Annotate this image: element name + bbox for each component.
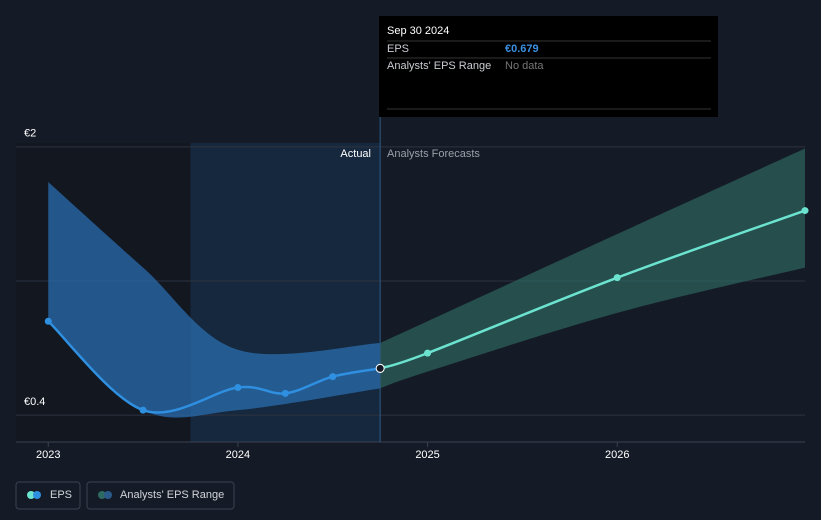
tooltip-date: Sep 30 2024 xyxy=(387,25,449,37)
point xyxy=(424,349,432,357)
point xyxy=(139,406,147,414)
x-tick-label: 2025 xyxy=(415,449,439,461)
point xyxy=(329,373,337,381)
legend-item[interactable] xyxy=(15,481,81,510)
tooltip-label: EPS xyxy=(387,43,409,55)
plot: €2 €0.4 2023 2024 2025 2026 xyxy=(16,117,809,461)
tooltip xyxy=(379,16,718,117)
tooltip-value: €0.679 xyxy=(505,43,539,55)
actual-label: Actual xyxy=(340,148,371,160)
point xyxy=(281,389,289,397)
range-band xyxy=(48,182,381,418)
point xyxy=(613,274,621,282)
legend-swatch xyxy=(98,491,106,499)
legend-item[interactable] xyxy=(86,481,235,510)
tooltip-value: No data xyxy=(505,60,544,72)
x-tick-label: 2026 xyxy=(605,449,629,461)
legend-swatch xyxy=(33,491,41,499)
x-tick-label: 2023 xyxy=(36,449,60,461)
point xyxy=(234,383,242,391)
tooltip-label: Analysts' EPS Range xyxy=(387,60,491,72)
legend-swatch xyxy=(27,491,35,499)
x-tick-label: 2024 xyxy=(226,449,250,461)
point xyxy=(801,207,809,215)
legend-label: Analysts' EPS Range xyxy=(120,489,224,501)
forecast-line xyxy=(379,209,806,370)
legend-swatch xyxy=(104,491,112,499)
y-tick-label: €2 xyxy=(24,128,36,140)
point xyxy=(44,317,52,325)
forecast-label: Analysts Forecasts xyxy=(387,148,480,160)
point xyxy=(375,363,385,373)
y-tick-label: €0.4 xyxy=(24,396,45,408)
legend-label: EPS xyxy=(50,489,72,501)
